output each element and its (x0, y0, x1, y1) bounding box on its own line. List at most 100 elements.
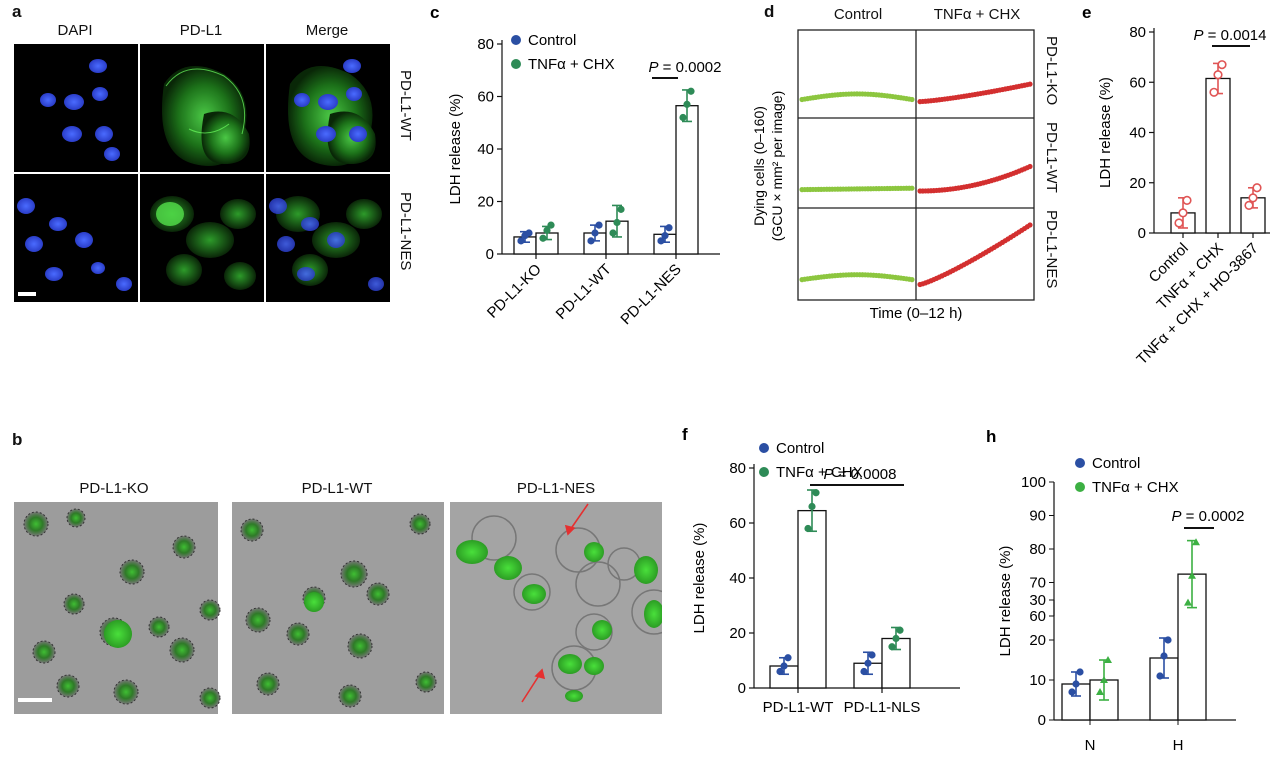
data-point (1096, 688, 1104, 695)
y-tick-label: 80 (1029, 541, 1046, 558)
panel-a-col-pdl1: PD-L1 (179, 22, 223, 39)
data-point (1184, 598, 1192, 606)
data-point (609, 229, 617, 237)
data-point (1217, 60, 1227, 70)
y-tick-label: 10 (1029, 672, 1046, 689)
panel-d-col-control: Control (833, 6, 883, 23)
panel-a-micrographs (14, 44, 390, 302)
data-point (1178, 208, 1188, 218)
y-axis-label: LDH release (%) (997, 546, 1014, 657)
data-point (517, 237, 525, 245)
data-point (539, 234, 547, 242)
panel-d-row-nes: PD-L1-NES (1043, 210, 1060, 289)
legend-label: Control (776, 440, 824, 457)
panel-b-letter: b (12, 430, 23, 449)
data-point (864, 659, 872, 667)
y-axis-label: LDH release (%) (691, 523, 708, 634)
data-point (776, 667, 784, 676)
panel-a-row-wt: PD-L1-WT (397, 70, 414, 141)
y-tick-label: 20 (729, 625, 746, 642)
p-value-annotation: P = 0.0008 (824, 466, 897, 483)
panel-b-title-wt: PD-L1-WT (301, 480, 373, 497)
bar (1205, 77, 1231, 234)
data-point (595, 221, 603, 229)
legend-label: TNFα + CHX (528, 56, 615, 73)
data-point (1252, 183, 1262, 193)
panel-a-letter: a (12, 2, 22, 21)
data-point (784, 654, 792, 662)
data-point (868, 651, 876, 659)
data-point (657, 237, 665, 245)
panel-d-col-treated: TNFα + CHX (933, 6, 1021, 23)
y-tick-label: 60 (1029, 608, 1046, 625)
panel-d-time-courses: Dying cells (0–160) (GCU × mm² per image… (751, 29, 1035, 322)
x-tick-label: PD-L1-NLS (844, 699, 921, 716)
data-point (547, 221, 555, 229)
y-tick-label: 20 (1129, 175, 1146, 192)
x-tick-label: PD-L1-WT (553, 261, 615, 323)
data-point (804, 524, 812, 533)
panel-d-ylabel-2: (GCU × mm² per image) (769, 91, 785, 242)
data-point (780, 662, 788, 670)
data-point (888, 643, 896, 651)
data-point (1072, 680, 1080, 688)
data-point (1244, 200, 1254, 210)
panel-a-col-dapi: DAPI (57, 22, 93, 39)
data-point (543, 226, 551, 234)
panel-letter: h (986, 427, 996, 446)
data-point (679, 113, 687, 122)
legend-label: TNFα + CHX (1092, 479, 1179, 496)
data-point (1068, 688, 1076, 696)
legend-marker (1075, 482, 1085, 492)
legend-marker (759, 443, 769, 453)
bar (797, 509, 827, 689)
legend-marker (511, 59, 521, 69)
trace-point-treated (1027, 163, 1033, 170)
data-point (683, 100, 691, 108)
y-tick-label: 0 (1038, 712, 1046, 729)
y-tick-label: 80 (477, 36, 494, 53)
panel-d-row-wt: PD-L1-WT (1043, 122, 1060, 193)
data-point (808, 502, 816, 511)
y-tick-label: 0 (1138, 225, 1146, 242)
y-tick-label: 30 (1029, 592, 1046, 609)
data-point (1192, 538, 1200, 546)
y-tick-label: 40 (729, 570, 746, 587)
legend-marker (1075, 458, 1085, 468)
legend-marker (759, 467, 769, 477)
legend-marker (511, 35, 521, 45)
data-point (665, 224, 673, 232)
data-point (1248, 193, 1258, 203)
y-tick-label: 60 (729, 515, 746, 532)
y-tick-label: 20 (477, 194, 494, 211)
panel-d-letter: d (764, 2, 775, 21)
y-axis-label: LDH release (%) (447, 94, 464, 205)
y-tick-label: 40 (1129, 125, 1146, 142)
panel-letter: f (682, 425, 688, 444)
y-tick-label: 60 (477, 89, 494, 106)
trace-point-control (909, 185, 915, 191)
p-value-annotation: P = 0.0002 (649, 59, 722, 76)
data-point (1156, 672, 1164, 680)
data-point (587, 237, 595, 245)
x-tick-label: PD-L1-NES (617, 261, 684, 328)
panel-letter: c (430, 3, 439, 22)
data-point (1104, 656, 1112, 663)
data-point (1209, 87, 1219, 97)
legend-label: TNFα + CHX (776, 464, 863, 481)
panel-b-title-ko: PD-L1-KO (79, 480, 149, 497)
panel-d-ylabel-1: Dying cells (0–160) (751, 106, 767, 226)
y-tick-label: 70 (1029, 575, 1046, 592)
legend-label: Control (528, 32, 576, 49)
y-axis-label: LDH release (%) (1097, 77, 1114, 188)
data-point (661, 232, 669, 240)
p-value-annotation: P = 0.0002 (1172, 508, 1245, 525)
trace-point-control (909, 96, 915, 103)
panel-a-row-nes: PD-L1-NES (397, 192, 414, 271)
y-tick-label: 100 (1021, 474, 1046, 491)
data-point (1174, 218, 1184, 228)
x-tick-label: PD-L1-WT (763, 699, 834, 716)
data-point (1164, 636, 1172, 644)
x-tick-label: H (1173, 737, 1184, 754)
